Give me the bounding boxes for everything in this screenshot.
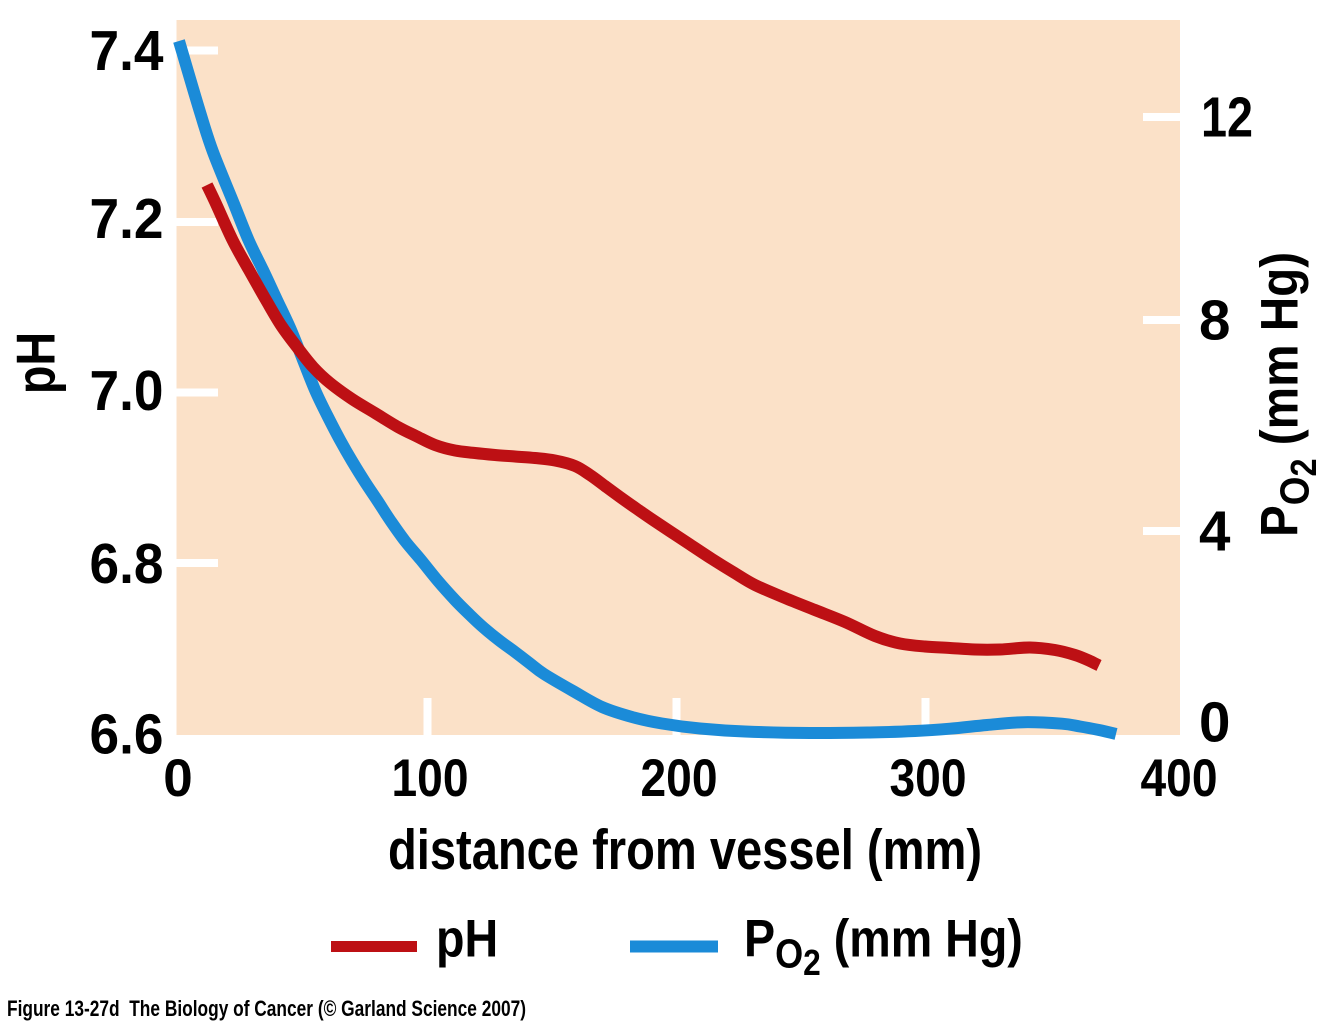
svg-text:6.6: 6.6 [90,703,164,766]
svg-text:7.2: 7.2 [90,187,164,250]
svg-text:pH: pH [5,332,66,394]
svg-text:400: 400 [1141,749,1218,808]
svg-text:Figure 13-27d The Biology of: Figure 13-27d The Biology of Cancer (© G… [7,996,526,1021]
svg-text:300: 300 [890,749,967,808]
svg-text:distance from vessel (mm): distance from vessel (mm) [388,818,982,881]
svg-text:7.0: 7.0 [90,359,164,422]
svg-text:7.4: 7.4 [90,19,165,82]
svg-text:PO2 (mm Hg): PO2 (mm Hg) [1249,252,1324,537]
svg-text:6.8: 6.8 [90,532,164,595]
svg-text:4: 4 [1199,500,1231,563]
svg-text:100: 100 [392,749,469,808]
svg-text:pH: pH [436,909,498,968]
svg-text:8: 8 [1199,289,1230,352]
svg-text:PO2 (mm Hg): PO2 (mm Hg) [744,909,1023,984]
svg-text:0: 0 [1199,691,1230,754]
svg-text:0: 0 [163,749,192,808]
svg-text:200: 200 [641,749,718,808]
svg-text:12: 12 [1201,86,1253,149]
